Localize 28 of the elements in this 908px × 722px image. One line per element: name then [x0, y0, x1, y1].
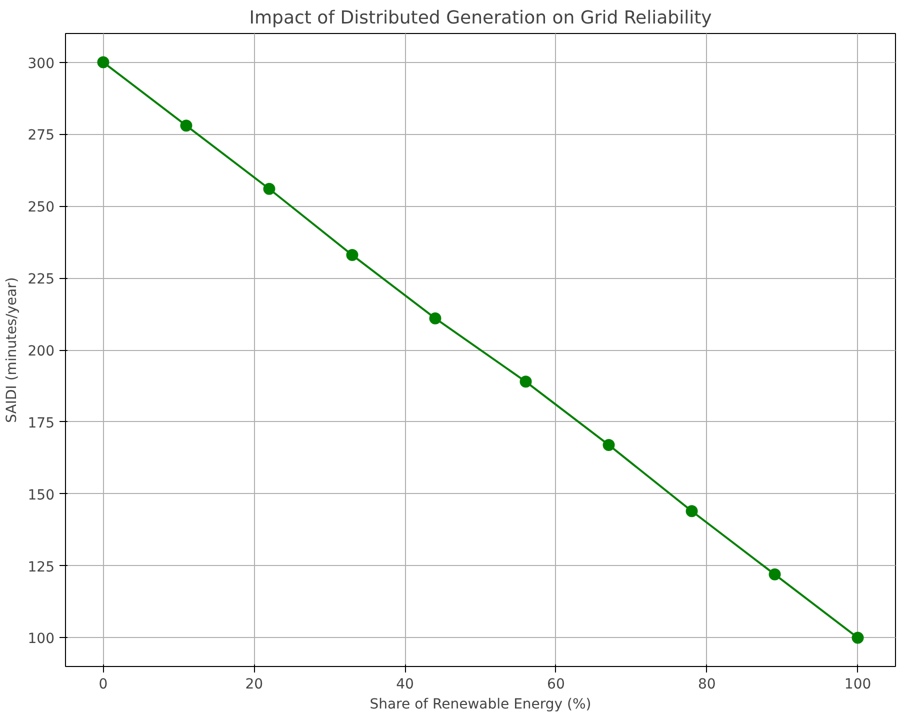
x-tick-label: 60 — [547, 676, 565, 692]
x-tick-label: 20 — [245, 676, 264, 692]
y-tick-label: 150 — [28, 487, 55, 504]
x-tick-label: 40 — [396, 676, 414, 692]
x-tick-label: 100 — [844, 676, 872, 692]
point — [686, 505, 698, 518]
point — [768, 568, 781, 580]
point — [602, 438, 615, 451]
y-axis-title: SAIDI (minutes/year) — [4, 277, 20, 423]
x-tick-label: 80 — [698, 676, 716, 692]
y-tick-label: 125 — [28, 559, 55, 576]
y-tick-label: 175 — [28, 415, 55, 432]
y-tick-label: 225 — [28, 272, 55, 288]
y-tick-label: 200 — [28, 344, 55, 360]
point — [97, 56, 110, 68]
y-tick-label: 300 — [28, 56, 55, 72]
x-axis-title: Share of Renewable Energy (%) — [370, 696, 592, 712]
point — [429, 312, 442, 324]
point — [852, 632, 864, 644]
point — [263, 182, 276, 195]
y-tick-label: 250 — [28, 200, 55, 216]
x-tick-label: 0 — [98, 676, 108, 692]
y-tick-label: 275 — [28, 128, 55, 144]
y-tick-label: 100 — [28, 631, 55, 648]
chart-title: Impact of Distributed Generation on Grid Reliability — [249, 8, 712, 28]
point — [180, 120, 192, 132]
point — [520, 376, 532, 388]
point — [346, 249, 358, 262]
